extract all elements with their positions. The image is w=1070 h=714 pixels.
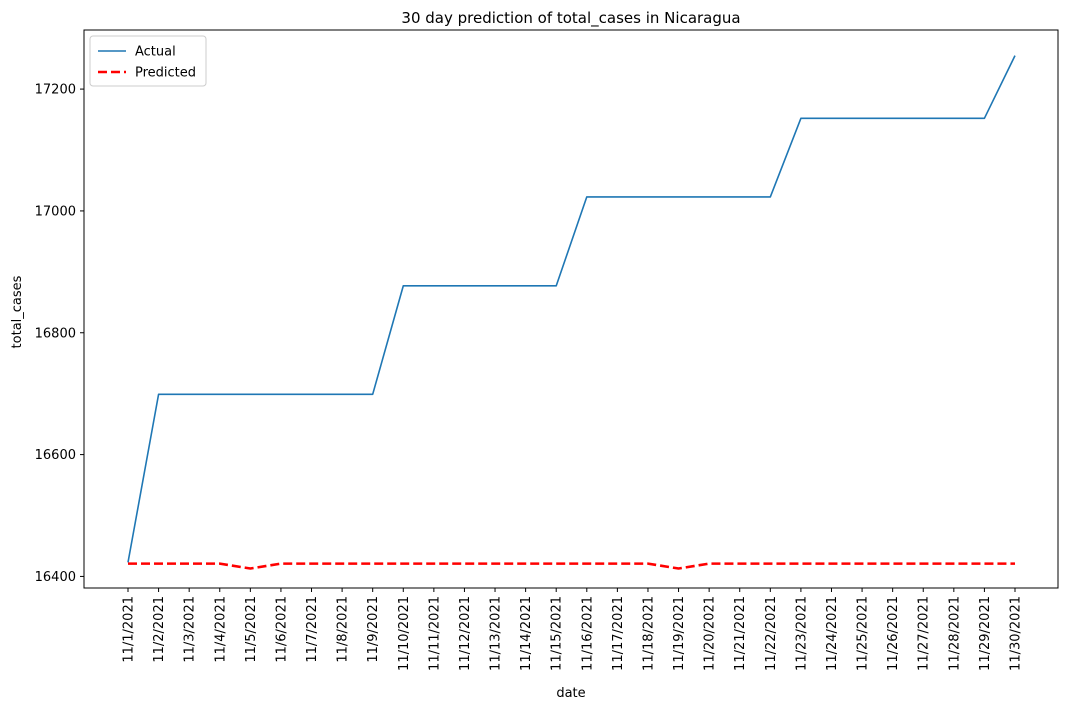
- legend: Actual Predicted: [89, 35, 207, 87]
- x-tick-label: 11/5/2021: [244, 596, 259, 663]
- x-tick-label: 11/17/2021: [611, 596, 626, 671]
- x-tick-label: 11/22/2021: [764, 596, 779, 671]
- x-tick-label: 11/8/2021: [336, 596, 351, 663]
- x-tick-label: 11/16/2021: [580, 596, 595, 671]
- x-tick-label: 11/6/2021: [274, 596, 289, 663]
- x-tick-label: 11/24/2021: [825, 596, 840, 671]
- x-tick-label: 11/12/2021: [458, 596, 473, 671]
- x-tick-label: 11/19/2021: [672, 596, 687, 671]
- series-line-actual: [127, 55, 1016, 563]
- axes: 16400 16600 16800 17000 17200 11/1/2021 11/2/2…: [35, 29, 1059, 671]
- x-tick-label: 11/1/2021: [122, 596, 137, 663]
- x-tick-label: 11/18/2021: [641, 596, 656, 671]
- chart-title: 30 day prediction of total_cases in Nica…: [401, 9, 740, 28]
- x-tick-label: 11/7/2021: [305, 596, 320, 663]
- y-tick-label: 16800: [35, 326, 76, 341]
- legend-label-actual: Actual: [135, 45, 176, 60]
- x-tick-label: 11/27/2021: [917, 596, 932, 671]
- x-tick-label: 11/2/2021: [152, 596, 167, 663]
- x-tick-label: 11/29/2021: [978, 596, 993, 671]
- plot-frame: [83, 29, 1059, 589]
- x-tick-label: 11/25/2021: [856, 596, 871, 671]
- x-tick-label: 11/26/2021: [886, 596, 901, 671]
- x-tick-label: 11/13/2021: [489, 596, 504, 671]
- x-tick-label: 11/9/2021: [366, 596, 381, 663]
- legend-box: [89, 35, 207, 87]
- y-tick-label: 17000: [35, 204, 76, 219]
- x-tick-label: 11/3/2021: [183, 596, 198, 663]
- x-tick-label: 11/15/2021: [550, 596, 565, 671]
- y-tick-label: 17200: [35, 83, 76, 98]
- y-tick-label: 16400: [35, 570, 76, 585]
- x-tick-label: 11/20/2021: [703, 596, 718, 671]
- x-tick-label: 11/4/2021: [213, 596, 228, 663]
- legend-label-predicted: Predicted: [135, 66, 196, 81]
- x-tick-label: 11/14/2021: [519, 596, 534, 671]
- x-tick-label: 11/23/2021: [794, 596, 809, 671]
- x-tick-label: 11/11/2021: [427, 596, 442, 671]
- x-tick-label: 11/21/2021: [733, 596, 748, 671]
- series-line-predicted: [128, 562, 1015, 570]
- x-tick-label: 11/28/2021: [947, 596, 962, 671]
- y-axis-label: total_cases: [10, 275, 25, 348]
- x-tick-label: 11/10/2021: [397, 596, 412, 671]
- x-axis-label: date: [556, 686, 585, 701]
- y-tick-label: 16600: [35, 448, 76, 463]
- plot-area: [127, 55, 1016, 570]
- x-tick-label: 11/30/2021: [1009, 596, 1024, 671]
